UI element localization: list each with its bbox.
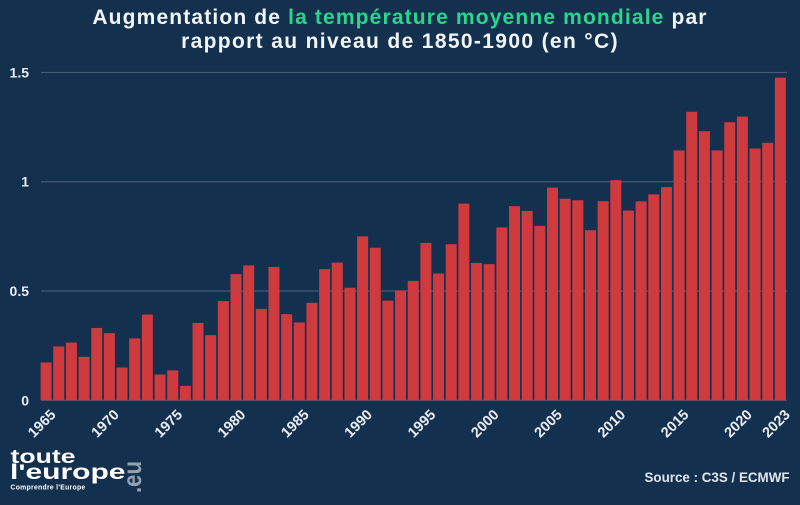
svg-text:l'europe: l'europe — [10, 461, 126, 484]
svg-text:0: 0 — [21, 392, 29, 408]
svg-text:0.5: 0.5 — [10, 283, 30, 299]
svg-text:.eu: .eu — [117, 461, 147, 493]
svg-text:rapport au niveau de 1850-1900: rapport au niveau de 1850-1900 (en °C) — [181, 30, 619, 53]
svg-text:1.5: 1.5 — [10, 64, 30, 80]
svg-text:Augmentation de la température: Augmentation de la température moyenne m… — [92, 6, 707, 29]
svg-text:1: 1 — [21, 174, 29, 190]
svg-text:Source : C3S / ECMWF: Source : C3S / ECMWF — [645, 469, 790, 485]
svg-text:Comprendre l'Europe: Comprendre l'Europe — [11, 483, 86, 492]
svg-text:toute: toute — [11, 446, 76, 468]
